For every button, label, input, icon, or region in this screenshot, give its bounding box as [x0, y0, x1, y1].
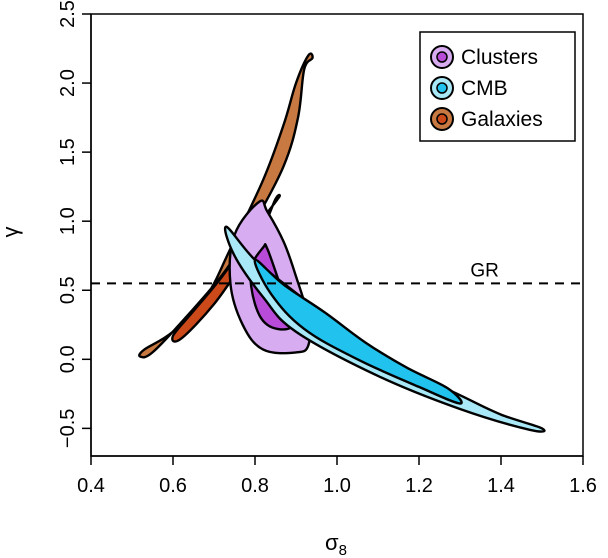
y-tick-label: 2.0	[57, 69, 79, 97]
x-tick-label: 1.4	[487, 475, 515, 497]
x-tick-label: 0.4	[77, 475, 105, 497]
legend-swatch-galaxies-inner	[436, 113, 448, 125]
y-tick-label: −0.5	[57, 409, 79, 448]
x-tick-label: 1.6	[569, 475, 597, 497]
legend-label-galaxies: Galaxies	[461, 108, 543, 131]
legend-swatch-cmb-inner	[436, 82, 448, 94]
x-tick-label: 0.6	[159, 475, 187, 497]
gr-label: GR	[470, 260, 499, 281]
x-axis-ticks: 0.4 0.6 0.8 1.0 1.2 1.4 1.6	[77, 456, 597, 497]
legend-label-cmb: CMB	[461, 77, 508, 100]
y-tick-label: 1.5	[57, 138, 79, 166]
legend: Clusters CMB Galaxies	[419, 31, 576, 142]
galaxies-outer-contour	[138, 52, 314, 359]
x-axis-title: σ8	[325, 530, 347, 558]
contour-regions	[138, 52, 546, 433]
legend-swatch-clusters-inner	[436, 51, 448, 63]
legend-item-clusters: Clusters	[430, 45, 538, 69]
y-tick-label: 2.5	[57, 0, 79, 28]
x-tick-label: 0.8	[241, 475, 269, 497]
y-tick-label: 1.0	[57, 207, 79, 235]
legend-item-galaxies: Galaxies	[430, 107, 543, 131]
x-axis-title-main: σ	[325, 530, 339, 555]
legend-item-cmb: CMB	[430, 76, 508, 100]
y-tick-label: 0.0	[57, 345, 79, 373]
y-axis-title: γ	[0, 227, 23, 238]
cmb-inner-contour	[253, 258, 463, 405]
y-tick-label: 0.5	[57, 276, 79, 304]
x-tick-label: 1.0	[323, 475, 351, 497]
x-axis-title-subscript: 8	[339, 542, 347, 558]
legend-label-clusters: Clusters	[461, 46, 538, 69]
x-tick-label: 1.2	[405, 475, 433, 497]
y-axis-ticks: −0.5 0.0 0.5 1.0 1.5 2.0 2.5	[57, 0, 91, 448]
